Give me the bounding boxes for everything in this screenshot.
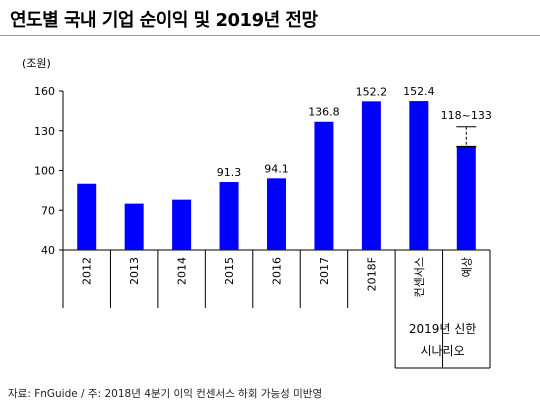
group-label-line: 시나리오 [420,344,464,358]
bar-2012 [77,183,97,250]
y-tick-label: 160 [34,85,55,98]
data-label: 91.3 [217,166,242,179]
x-tick-label: 2013 [128,257,141,285]
x-tick-label: 예상 [460,257,473,277]
bar-2016 [267,178,286,250]
chart-title: 연도별 국내 기업 순이익 및 2019년 전망 [10,10,318,31]
bar-2017 [314,121,334,251]
x-tick-label: 2015 [223,257,236,285]
y-tick-label: 100 [34,165,55,178]
x-tick-label: 2018F [365,257,378,291]
bar-컨센서스 [409,101,429,250]
y-tick-label: 70 [41,204,55,217]
y-tick-label: 130 [34,125,55,138]
bar-2018F [361,101,381,251]
bar-chart: (조원) 40 70 100 130 160 2012 2013 2014 2015 91.3 201… [22,57,492,369]
x-tick-label: 2016 [271,257,284,285]
x-tick-label: 2017 [318,257,331,285]
x-tick-label: 2012 [81,257,94,285]
y-tick-label: 40 [41,244,55,257]
bar-2015 [219,182,239,250]
data-label: 152.2 [356,85,388,98]
group-label-line: 2019년 신한 [409,322,476,336]
x-tick-label: 컨센서스 [413,257,426,297]
data-label: 136.8 [308,106,340,119]
bar-2013 [124,203,144,250]
title-divider [0,35,540,36]
data-label: 152.4 [403,85,435,98]
source-note: 자료: FnGuide / 주: 2018년 4분기 이익 컨센서스 하회 가능… [8,388,323,400]
data-label: 94.1 [264,162,289,175]
x-tick-label: 2014 [176,257,189,285]
bar-예상 [456,146,476,250]
data-label: 118~133 [441,109,492,122]
bar-2014 [172,199,192,250]
y-axis-unit-label: (조원) [22,57,51,70]
